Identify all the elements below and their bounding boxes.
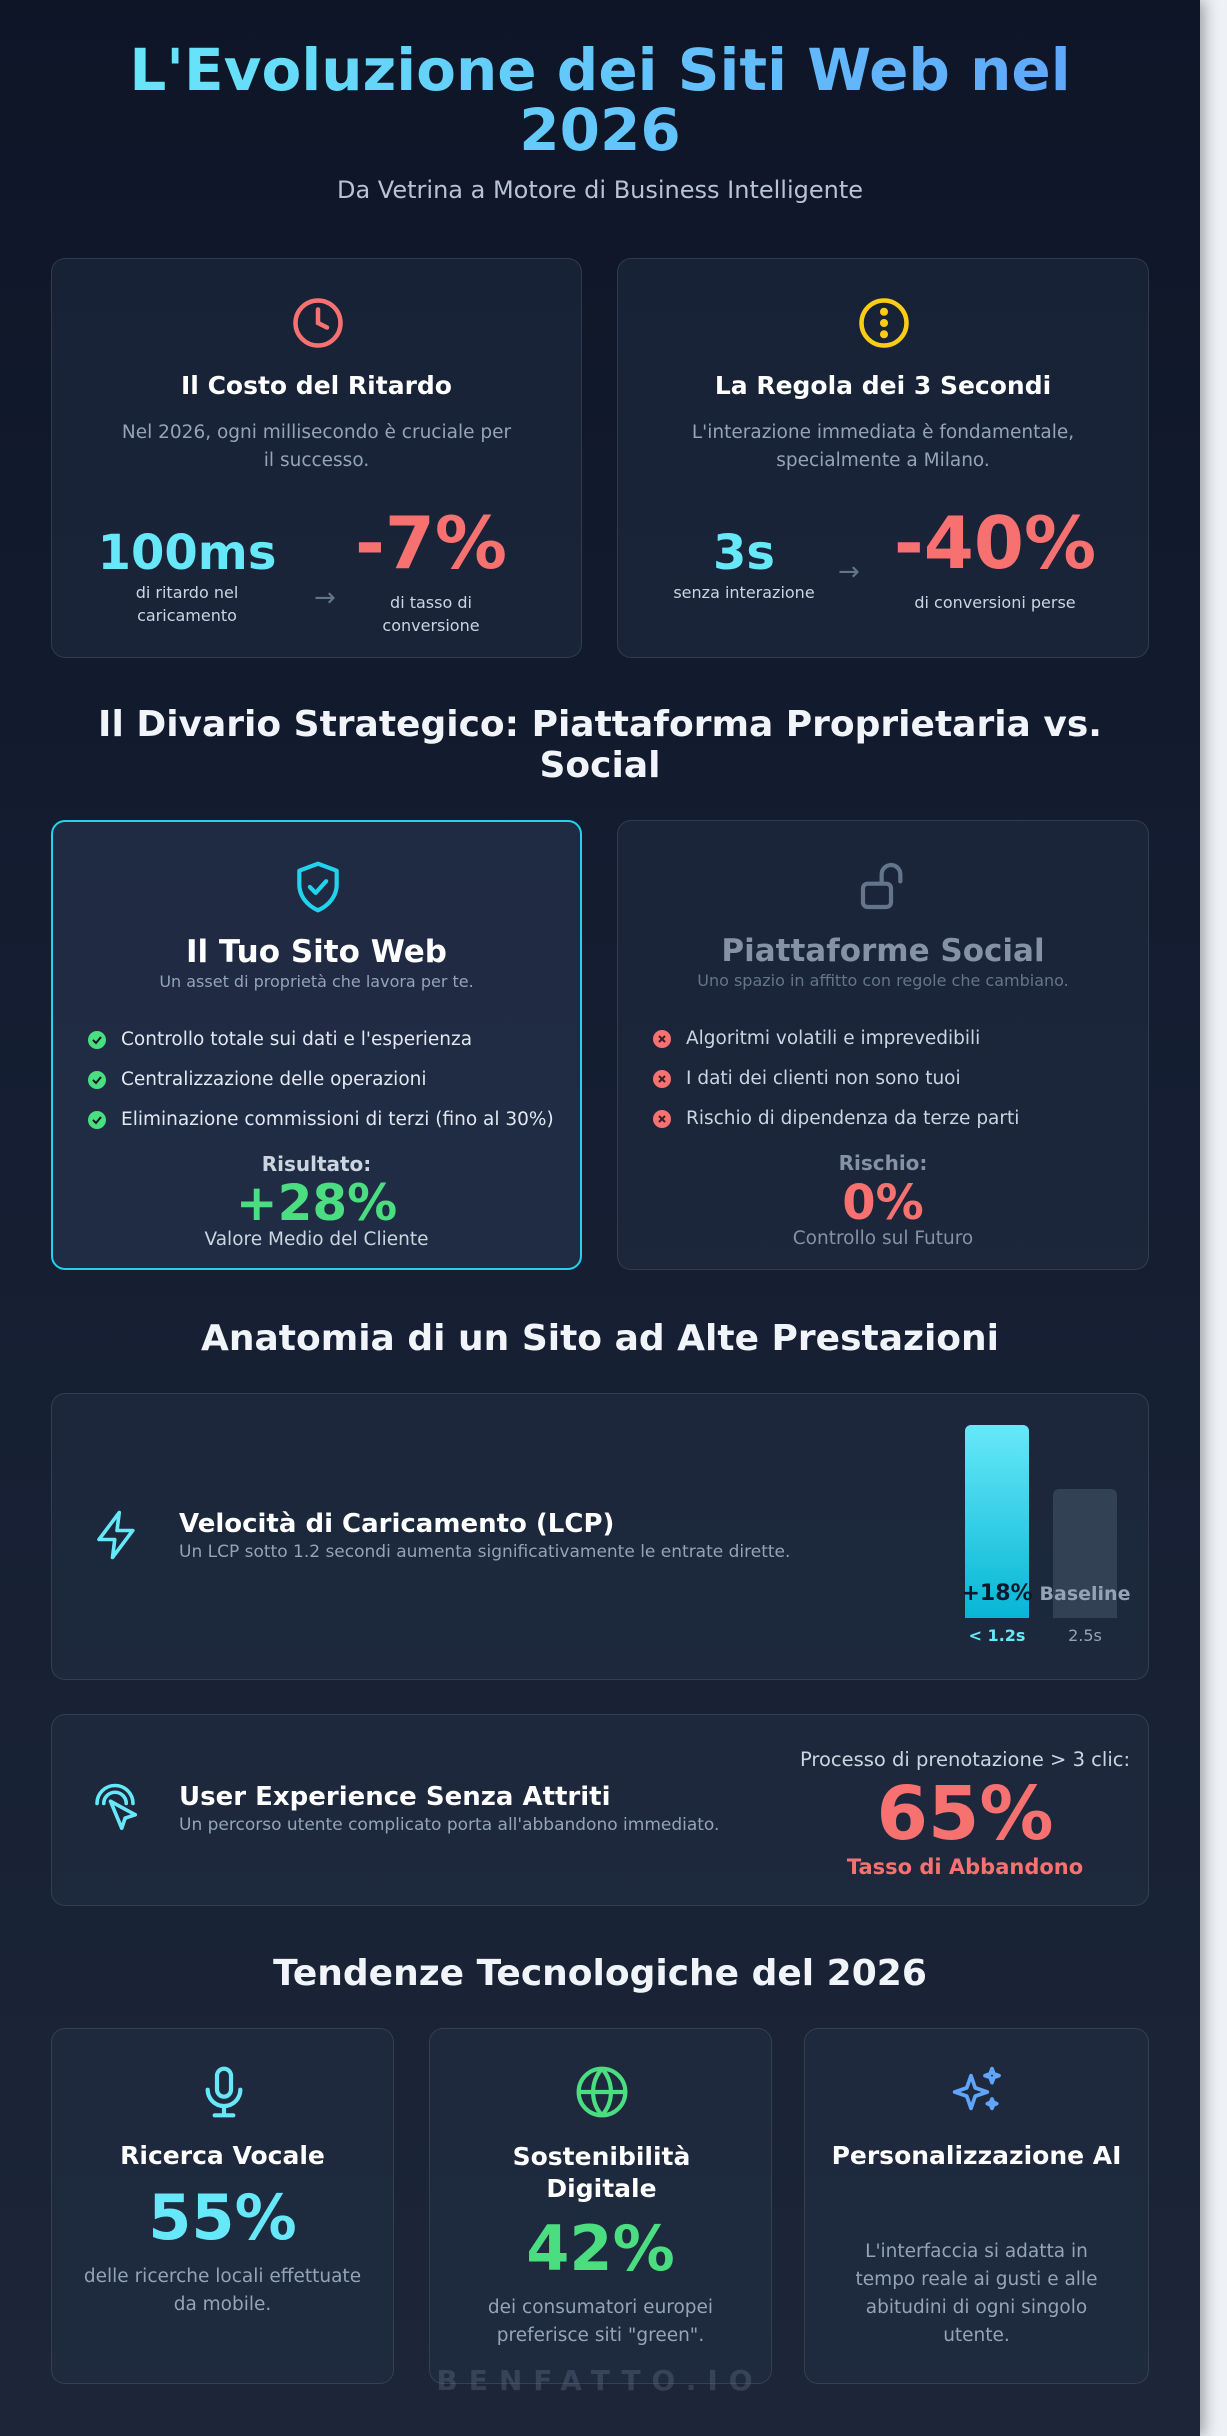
card-title: Piattaforme Social [721,933,1045,969]
card-title: User Experience Senza Attriti [179,1782,611,1812]
metric: 3s senza interazione [644,529,844,604]
touch-icon [95,1783,138,1831]
dots-icon [859,298,909,348]
result-label: di conversioni perse [914,593,1076,612]
bar-label: +18% [961,1581,1033,1606]
risk-list: Algoritmi volatili e imprevedibili I dat… [652,1019,1019,1139]
x-icon [653,1070,671,1088]
website-card: Il Tuo Sito Web Un asset di proprietà ch… [51,820,582,1270]
card-title: Ricerca Vocale [120,2141,325,2170]
ux-card: User Experience Senza Attriti Un percors… [51,1714,1149,1906]
bar [965,1425,1029,1618]
ux-stat: Processo di prenotazione > 3 clic: 65% T… [765,1748,1165,1879]
shield-icon [297,861,339,913]
card-title: La Regola dei 3 Secondi [714,371,1052,400]
result-caption: Valore Medio del Cliente [204,1229,429,1250]
clock-icon [293,298,343,348]
result-value: 0% [842,1175,924,1231]
check-icon [88,1111,106,1129]
metric: 100ms di ritardo nel caricamento [87,529,287,627]
list-row: I dati dei clienti non sono tuoi [652,1059,1019,1099]
result-label: Rischio: [838,1151,928,1175]
trend-value: 42% [526,2212,675,2285]
metric-label: senza interazione [673,583,815,602]
card-text: Nel 2026, ogni millisecondo è cruciale p… [121,422,512,471]
trend-text: delle ricerche locali effettuate da mobi… [83,2266,362,2315]
sparkle-icon [952,2066,1001,2111]
result: -40% di conversioni perse [875,507,1115,614]
metric-value: 3s [713,525,775,581]
list-item: Algoritmi volatili e imprevedibili [686,1028,981,1049]
mic-icon [205,2066,243,2118]
list-row: Controllo totale sui dati e l'esperienza [87,1020,554,1060]
subtitle: Da Vetrina a Motore di Business Intellig… [336,176,864,204]
result-value: -40% [893,501,1097,585]
result-value: +28% [235,1174,398,1232]
result-value: -7% [354,501,508,585]
card-text: Un percorso utente complicato porta all'… [179,1815,720,1835]
bar-axis-label: < 1.2s [968,1626,1026,1645]
stat-card: La Regola dei 3 Secondi L'interazione im… [617,258,1149,658]
card-title: Il Costo del Ritardo [181,371,452,400]
list-row: Rischio di dipendenza da terze parti [652,1099,1019,1139]
x-icon [653,1030,671,1048]
card-subtitle: Uno spazio in affitto con regole che cam… [697,971,1069,990]
trend-text: L'interfaccia si adatta in tempo reale a… [855,2241,1098,2346]
bar-label: Baseline [1039,1583,1131,1605]
stat-caption: Tasso di Abbandono [846,1855,1084,1879]
list-row: Eliminazione commissioni di terzi (fino … [87,1100,554,1140]
section-heading: Anatomia di un Sito ad Alte Prestazioni [200,1318,999,1359]
result-caption: Controllo sul Futuro [792,1228,974,1249]
card-title: Personalizzazione AI [831,2141,1122,2170]
card-subtitle: Un asset di proprietà che lavora per te. [159,972,474,991]
bar-axis-label: 2.5s [1068,1626,1102,1645]
list-item: I dati dei clienti non sono tuoi [686,1068,961,1089]
trend-card: Personalizzazione AI L'interfaccia si ad… [804,2028,1149,2384]
result-label: di tasso di conversione [382,593,480,635]
arrow: → [838,557,860,587]
result-label: Risultato: [261,1152,372,1176]
watermark: BENFATTO.IO [436,2364,764,2397]
arrow: → [314,583,336,613]
metric-label: di ritardo nel caricamento [135,583,239,625]
trend-card: Sostenibilità Digitale 42% dei consumato… [429,2028,772,2384]
benefit-list: Controllo totale sui dati e l'esperienza… [87,1020,554,1140]
card-text: Un LCP sotto 1.2 secondi aumenta signifi… [179,1542,791,1562]
check-icon [88,1071,106,1089]
trend-text: dei consumatori europei preferisce siti … [487,2297,714,2346]
stat-card: Il Costo del Ritardo Nel 2026, ogni mill… [51,258,582,658]
stat-value: 65% [876,1771,1054,1857]
list-item: Centralizzazione delle operazioni [121,1069,427,1090]
social-card: Piattaforme Social Uno spazio in affitto… [617,820,1149,1270]
section-heading: Tendenze Tecnologiche del 2026 [273,1953,927,1994]
infographic: L'Evoluzione dei Siti Web nel 2026 Da Ve… [0,0,1200,2436]
bar [1053,1489,1117,1618]
list-row: Centralizzazione delle operazioni [87,1060,554,1100]
result: -7% di tasso di conversione [321,507,541,637]
list-row: Algoritmi volatili e imprevedibili [652,1019,1019,1059]
main-title: L'Evoluzione dei Siti Web nel 2026 [100,40,1100,160]
section-heading: Il Divario Strategico: Piattaforma Propr… [98,704,1102,786]
list-item: Eliminazione commissioni di terzi (fino … [121,1109,554,1130]
lock-icon [860,862,903,910]
card-text: L'interazione immediata è fondamentale, … [691,422,1075,471]
list-item: Rischio di dipendenza da terze parti [686,1108,1020,1129]
card-title: Il Tuo Sito Web [185,934,448,970]
stat-note: Processo di prenotazione > 3 clic: [799,1748,1131,1771]
check-icon [88,1031,106,1049]
trend-value: 55% [148,2181,297,2254]
list-item: Controllo totale sui dati e l'esperienza [121,1029,473,1050]
metric-value: 100ms [97,525,277,581]
x-icon [653,1110,671,1128]
bolt-icon [97,1510,135,1560]
globe-icon [576,2066,628,2118]
card-title: Sostenibilità Digitale [512,2142,691,2203]
trend-card: Ricerca Vocale 55% delle ricerche locali… [51,2028,394,2384]
speed-card: Velocità di Caricamento (LCP) Un LCP sot… [51,1393,1149,1680]
card-title: Velocità di Caricamento (LCP) [179,1509,615,1539]
